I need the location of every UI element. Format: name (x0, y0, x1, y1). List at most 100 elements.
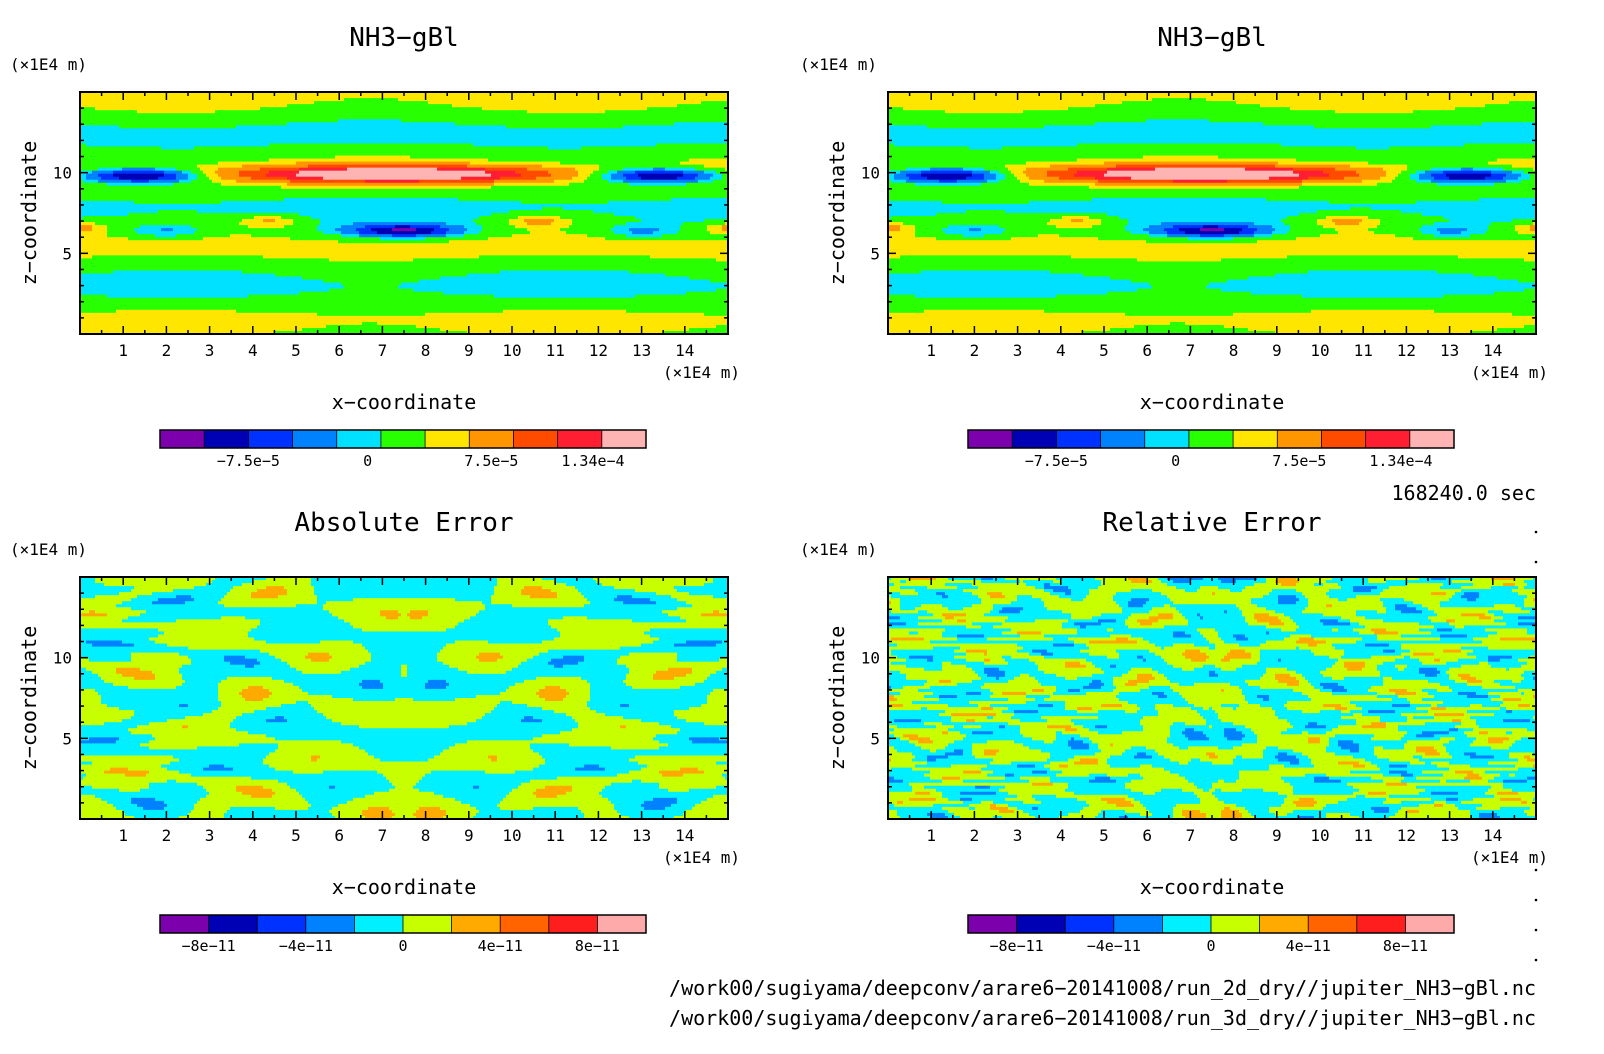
field-cell (80, 134, 728, 138)
field-cell (1197, 785, 1213, 790)
field-cell (80, 701, 102, 705)
field-cell (1449, 761, 1489, 766)
field-cell (512, 788, 537, 793)
field-cell (1326, 592, 1381, 596)
field-cell (888, 213, 937, 217)
field-cell (1443, 773, 1468, 778)
field-cell (656, 143, 728, 148)
field-cell (945, 752, 964, 757)
field-cell (1056, 685, 1084, 690)
field-cell (1188, 619, 1246, 623)
field-cell (599, 764, 648, 769)
field-cell (485, 170, 516, 175)
field-cell (587, 704, 621, 708)
field-cell (80, 95, 728, 99)
field-cell (1440, 670, 1447, 675)
field-cell (1377, 610, 1387, 614)
field-cell (320, 755, 375, 760)
field-cell (1098, 179, 1174, 184)
field-cell (290, 237, 381, 241)
field-cell (476, 613, 669, 617)
field-cell (491, 601, 591, 605)
field-cell (1002, 631, 1018, 636)
field-cell (1239, 231, 1255, 235)
field-cell (1242, 788, 1264, 793)
field-cell (1074, 737, 1090, 741)
field-cell (614, 803, 642, 808)
field-cell (1260, 658, 1279, 663)
field-cell (915, 589, 964, 593)
field-cell (954, 655, 1003, 660)
field-cell (936, 577, 949, 581)
field-cell (1419, 658, 1435, 663)
field-cell (975, 806, 991, 811)
field-cell (608, 179, 624, 184)
field-cell (548, 146, 582, 151)
field-cell (362, 679, 381, 684)
field-cell (500, 691, 537, 696)
colorbar-swatch (557, 430, 603, 448)
field-cell (131, 652, 180, 657)
field-cell (1005, 797, 1036, 802)
field-cell (1236, 604, 1258, 608)
field-cell (1071, 746, 1090, 751)
field-cell (1299, 625, 1366, 630)
field-cell (212, 710, 255, 714)
field-cell (888, 646, 934, 651)
field-cell (1215, 788, 1222, 793)
field-cell (1068, 812, 1099, 817)
field-cell (152, 734, 267, 738)
field-cell (1071, 737, 1075, 741)
field-cell (1029, 182, 1096, 187)
field-cell (1011, 655, 1045, 660)
field-cell (1383, 800, 1402, 805)
field-cell (677, 800, 702, 805)
field-cell (987, 764, 1018, 769)
field-cell (1116, 637, 1129, 642)
field-cell (524, 219, 555, 223)
field-cell (191, 225, 249, 229)
field-cell (1116, 601, 1129, 605)
field-cell (86, 143, 270, 148)
field-cell (1341, 710, 1351, 714)
field-cell (266, 719, 288, 723)
field-cell (470, 803, 498, 808)
field-cell (954, 749, 964, 754)
field-cell (134, 643, 168, 648)
field-cell (1335, 661, 1345, 666)
field-cell (1473, 637, 1501, 642)
field-cell (107, 800, 132, 805)
field-cell (1434, 800, 1447, 805)
field-cell (1341, 746, 1360, 751)
field-cell (1227, 279, 1519, 284)
field-cell (95, 595, 138, 599)
field-cell (1002, 710, 1015, 714)
field-cell (1344, 176, 1381, 181)
field-cell (1401, 646, 1462, 651)
field-cell (1236, 728, 1252, 732)
field-cell (1158, 694, 1168, 699)
field-cell (1101, 622, 1126, 627)
field-cell (1254, 613, 1270, 617)
field-cell (1029, 673, 1057, 678)
field-cell (897, 698, 940, 702)
field-cell (416, 228, 435, 232)
field-cell (80, 209, 159, 214)
field-cell (1332, 577, 1369, 581)
field-cell (1419, 758, 1519, 763)
field-cell (1275, 580, 1300, 584)
field-cell (428, 613, 477, 617)
field-cell (98, 691, 219, 696)
field-cell (1182, 809, 1201, 814)
field-cell (554, 637, 660, 642)
field-cell (584, 179, 609, 184)
field-cell (1008, 661, 1036, 666)
field-cell (464, 234, 513, 238)
field-cell (545, 698, 564, 702)
field-cell (437, 655, 477, 660)
field-cell (167, 643, 363, 648)
field-cell (1323, 685, 1345, 690)
field-cell (470, 616, 564, 620)
field-cell (104, 679, 186, 684)
field-cell (350, 622, 459, 627)
